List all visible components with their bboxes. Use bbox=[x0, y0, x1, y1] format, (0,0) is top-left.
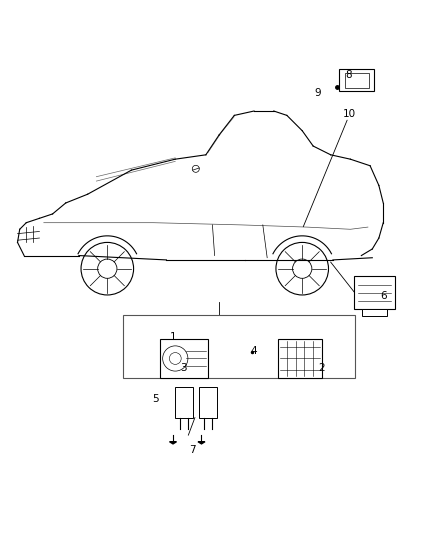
Text: 1: 1 bbox=[170, 333, 177, 343]
Text: 8: 8 bbox=[345, 70, 352, 80]
Text: 7: 7 bbox=[189, 445, 196, 455]
Bar bbox=[123, 314, 355, 378]
Text: 5: 5 bbox=[152, 394, 159, 404]
Bar bbox=[345, 72, 369, 88]
Bar bbox=[278, 339, 322, 378]
Bar bbox=[160, 339, 208, 378]
Polygon shape bbox=[198, 442, 205, 444]
Text: 6: 6 bbox=[380, 291, 387, 301]
Text: 10: 10 bbox=[343, 109, 356, 119]
Text: 2: 2 bbox=[318, 363, 325, 373]
Bar bbox=[199, 387, 217, 418]
Text: 3: 3 bbox=[180, 363, 187, 373]
Bar bbox=[175, 387, 193, 418]
Bar bbox=[339, 69, 374, 91]
Polygon shape bbox=[170, 442, 177, 444]
Text: 4: 4 bbox=[251, 346, 258, 356]
Bar bbox=[354, 276, 395, 309]
Bar bbox=[362, 309, 387, 316]
Text: 9: 9 bbox=[314, 87, 321, 98]
